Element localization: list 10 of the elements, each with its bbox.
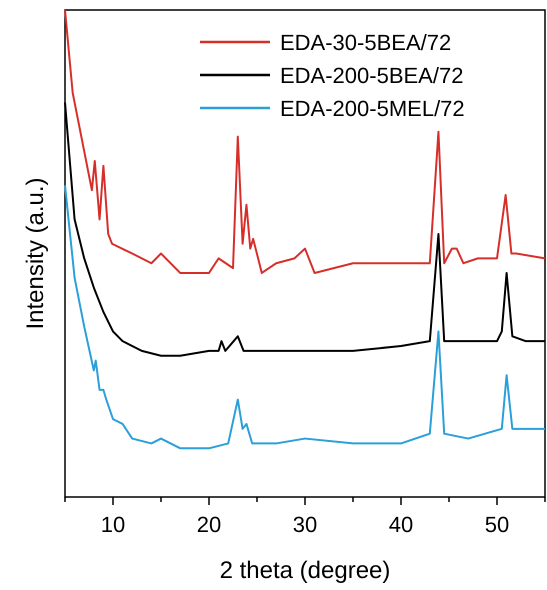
- x-axis-title: 2 theta (degree): [220, 557, 390, 584]
- x-tick-label: 20: [196, 512, 222, 537]
- legend-label: EDA-30-5BEA/72: [280, 30, 452, 55]
- x-tick-label: 40: [388, 512, 414, 537]
- x-tick-label: 50: [484, 512, 510, 537]
- x-tick-label: 30: [292, 512, 318, 537]
- x-tick-label: 10: [100, 512, 126, 537]
- legend-label: EDA-200-5MEL/72: [280, 96, 465, 121]
- y-axis-title: Intensity (a.u.): [22, 177, 49, 330]
- legend-label: EDA-200-5BEA/72: [280, 63, 464, 88]
